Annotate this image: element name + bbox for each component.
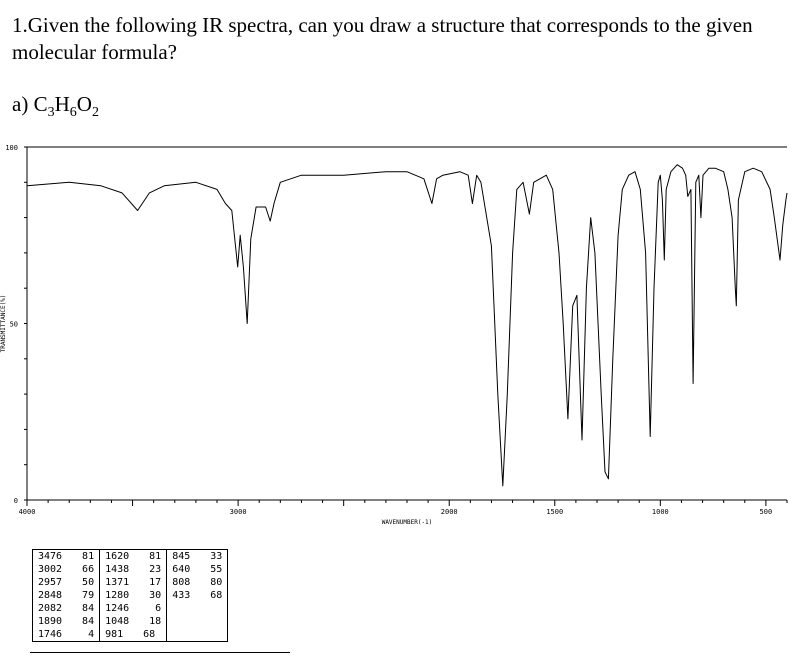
peak-cell: 433 68: [166, 589, 228, 602]
peak-cell: 1438 23: [99, 563, 167, 576]
peak-table-row: 2082 84 1246 6: [33, 602, 228, 615]
peak-intensity: 80: [210, 577, 223, 588]
formula-subscript: 3: [47, 105, 55, 121]
peak-intensity: 81: [149, 551, 162, 562]
peak-wavenumber: 1620: [105, 551, 130, 562]
peak-intensity: 81: [82, 551, 95, 562]
x-axis-label: WAVENUMBER(-1): [382, 519, 433, 526]
peak-intensity: 84: [82, 603, 95, 614]
x-tick-label: 4000: [19, 508, 36, 516]
formula-element: H: [54, 92, 70, 116]
peak-intensity: 79: [82, 590, 95, 601]
peak-table-row: 3476 81 1620 81 845 33: [33, 549, 228, 564]
peak-intensity: 68: [143, 629, 156, 640]
formula-subscript: 6: [69, 105, 77, 121]
peak-wavenumber: 845: [172, 551, 191, 562]
formula-subscript: 2: [91, 105, 99, 121]
ir-spectrum-chart: 4000 3000 2000 1500 1000 500 0 50 100 WAVENUMBER(…: [0, 144, 788, 526]
spectrum-line: [26, 164, 788, 487]
peak-table-row: 2848 79 1280 30 433 68: [33, 589, 228, 602]
peak-cell: 1048 18: [99, 615, 167, 628]
peak-wavenumber: 981: [105, 629, 124, 640]
y-tick-label: 100: [5, 144, 18, 152]
peak-wavenumber: 1246: [105, 603, 130, 614]
peak-cell: 2082 84: [33, 602, 100, 615]
y-axis-label: TRANSMITTANCE(%): [0, 295, 7, 353]
part-a-label: a) C3H6O2: [12, 91, 99, 126]
peak-wavenumber: 640: [172, 564, 191, 575]
peak-intensity: 68: [210, 590, 223, 601]
peak-cell: 2957 50: [33, 576, 100, 589]
formula-element: C: [33, 92, 48, 116]
peak-cell: 1246 6: [99, 602, 167, 615]
peak-wavenumber: 3002: [38, 564, 63, 575]
peak-wavenumber: 1048: [105, 616, 130, 627]
peak-cell: 1371 17: [99, 576, 167, 589]
peak-intensity: 4: [88, 629, 95, 640]
peak-cell: 3476 81: [33, 550, 100, 564]
peak-intensity: 33: [210, 551, 223, 562]
peak-wavenumber: 2082: [38, 603, 63, 614]
molecular-formula: C3H6O2: [33, 92, 99, 120]
peak-cell: 1620 81: [99, 549, 167, 563]
peak-wavenumber: 433: [172, 590, 191, 601]
peak-cell: 1746 4: [33, 628, 100, 642]
peak-intensity: 30: [149, 590, 162, 601]
peak-intensity: 84: [82, 616, 95, 627]
x-tick-label: 500: [760, 508, 773, 516]
peak-table-row: 1890 84 1048 18: [33, 615, 228, 628]
peak-cell: 2848 79: [33, 589, 100, 602]
y-tick-label: 50: [10, 321, 18, 329]
question-text: 1.Given the following IR spectra, can yo…: [12, 13, 753, 64]
peak-wavenumber: 1280: [105, 590, 130, 601]
peak-table-row: 2957 50 1371 17 808 80: [33, 576, 228, 589]
peak-cell: 640 55: [166, 563, 228, 576]
peak-intensity: 6: [155, 603, 162, 614]
peak-cell: 845 33: [166, 549, 228, 563]
peak-cell: 1280 30: [99, 589, 167, 602]
peak-wavenumber: 2957: [38, 577, 63, 588]
formula-element: O: [76, 92, 92, 116]
peak-wavenumber: 808: [172, 577, 191, 588]
bottom-rule: [30, 652, 290, 653]
peak-intensity: 50: [82, 577, 95, 588]
peak-intensity: 23: [149, 564, 162, 575]
peak-intensity: 18: [149, 616, 162, 627]
x-tick-label: 1500: [546, 508, 563, 516]
peak-wavenumber: 3476: [38, 551, 63, 562]
peak-cell: [166, 602, 228, 615]
x-tick-label: 1000: [652, 508, 669, 516]
peak-cell: [166, 628, 228, 642]
peak-wavenumber: 1371: [105, 577, 130, 588]
peak-cell: [166, 615, 228, 628]
peak-cell: 981 68: [99, 628, 167, 642]
peak-cell: 1890 84: [33, 615, 100, 628]
peak-wavenumber: 2848: [38, 590, 63, 601]
x-tick-label: 2000: [441, 508, 458, 516]
x-tick-label: 3000: [230, 508, 247, 516]
peak-intensity: 17: [149, 577, 162, 588]
peak-intensity: 66: [82, 564, 95, 575]
peak-wavenumber: 1746: [38, 629, 63, 640]
peak-wavenumber: 1890: [38, 616, 63, 627]
peak-cell: 3002 66: [33, 563, 100, 576]
peak-cell: 808 80: [166, 576, 228, 589]
y-tick-label: 0: [14, 497, 18, 505]
peak-table-row: 3002 66 1438 23 640 55: [33, 563, 228, 576]
peak-table-row: 1746 4 981 68: [33, 628, 228, 642]
peak-wavenumber: 1438: [105, 564, 130, 575]
peak-intensity: 55: [210, 564, 223, 575]
part-a-prefix: a): [12, 92, 34, 116]
peak-table: 3476 81 1620 81 845 33 3002 66 1438 23 640 55 2957 50…: [32, 549, 229, 642]
